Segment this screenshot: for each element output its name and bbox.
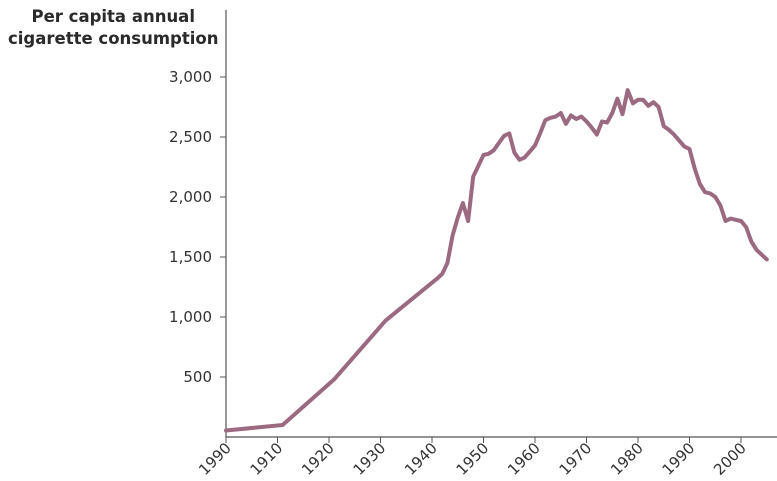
y-axis-label-line-2: cigarette consumption	[8, 29, 219, 48]
y-tick-label: 3,000	[169, 68, 212, 86]
y-tick-label: 2,500	[169, 128, 212, 146]
x-tick-label: 1960	[504, 439, 544, 479]
y-axis-label-line-1: Per capita annual	[31, 7, 195, 26]
x-tick-label: 1990	[195, 439, 235, 479]
x-tick-label: 1950	[453, 439, 493, 479]
x-tick-label: 1910	[247, 439, 287, 479]
x-tick-label: 1940	[401, 439, 441, 479]
y-tick-label: 2,000	[169, 188, 212, 206]
x-tick-label: 1920	[298, 439, 338, 479]
x-tick-label: 1980	[607, 439, 647, 479]
y-axis-label: Per capita annual cigarette consumption	[8, 6, 218, 50]
y-tick-label: 500	[183, 368, 212, 386]
consumption-line	[224, 88, 769, 433]
x-tick-label: 1970	[556, 439, 596, 479]
y-tick-label: 1,000	[169, 308, 212, 326]
x-tick-label: 1990	[659, 439, 699, 479]
y-tick-label: 1,500	[169, 248, 212, 266]
x-tick-label: 2000	[710, 439, 750, 479]
x-tick-label: 1930	[350, 439, 390, 479]
